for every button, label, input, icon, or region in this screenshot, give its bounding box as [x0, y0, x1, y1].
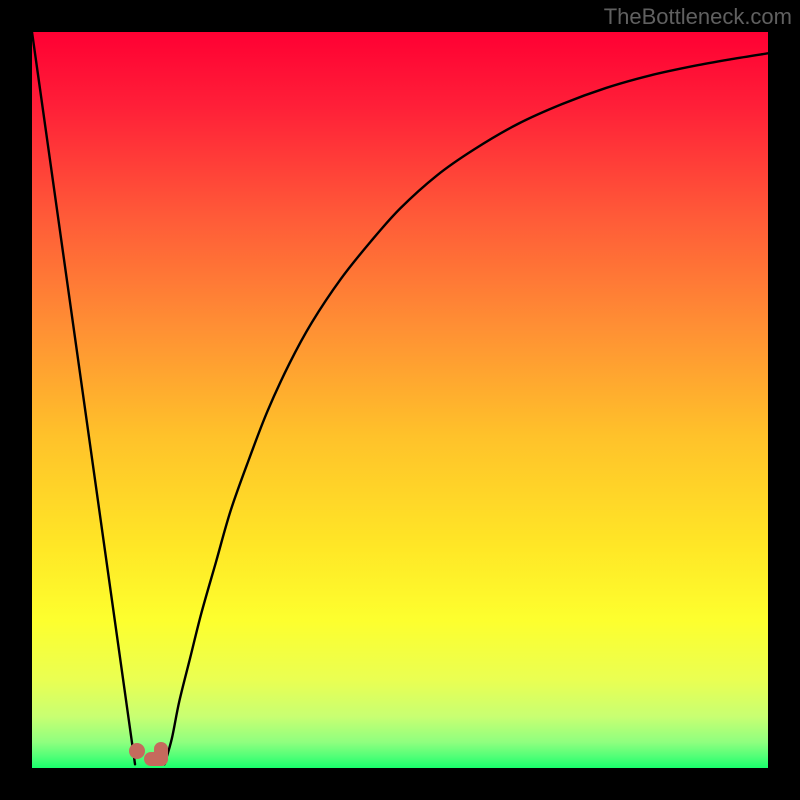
right-saturating-curve: [164, 53, 768, 764]
left-v-line: [32, 32, 135, 764]
marker-hook-horizontal: [144, 752, 168, 766]
figure-root: TheBottleneck.com: [0, 0, 800, 800]
marker-dot: [129, 743, 145, 759]
watermark-text: TheBottleneck.com: [604, 4, 792, 30]
plot-area: [32, 32, 768, 768]
curve-layer: [32, 32, 768, 768]
